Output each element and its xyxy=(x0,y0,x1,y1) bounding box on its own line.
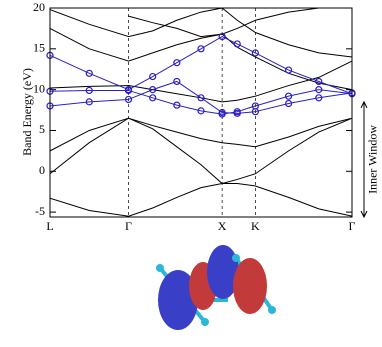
y-tick-label: 15 xyxy=(33,41,45,55)
plot-frame xyxy=(49,7,353,218)
atom xyxy=(232,254,240,262)
band-marker xyxy=(85,86,93,95)
band-marker xyxy=(197,94,205,102)
y-tick-label: 10 xyxy=(33,81,45,95)
band-marker xyxy=(284,66,293,74)
band-marker xyxy=(251,108,259,116)
band-line xyxy=(50,8,352,58)
band-marker xyxy=(218,32,226,41)
x-tick-label: K xyxy=(251,219,260,233)
band-line xyxy=(50,89,352,115)
band-marker xyxy=(315,94,323,102)
band-marker xyxy=(218,108,226,117)
x-tick-label: Γ xyxy=(349,219,356,233)
band-marker xyxy=(251,49,259,57)
band-line xyxy=(50,60,352,103)
band-line xyxy=(50,183,352,217)
band-marker xyxy=(85,98,93,106)
band-marker xyxy=(173,101,181,109)
y-tick-label: 5 xyxy=(39,122,45,136)
band-line xyxy=(50,27,352,91)
orbital-picture xyxy=(156,245,276,330)
band-line xyxy=(50,117,352,152)
y-tick-label: -5 xyxy=(35,204,45,218)
band-line xyxy=(50,80,352,114)
band-line xyxy=(128,8,319,38)
x-tick-label: Γ xyxy=(125,219,132,233)
band-marker xyxy=(124,86,133,95)
atom xyxy=(156,264,164,272)
band-marker xyxy=(284,99,293,108)
lobe xyxy=(207,245,239,299)
band-marker xyxy=(124,95,133,104)
band-marker xyxy=(315,86,323,94)
band-line xyxy=(50,117,352,185)
y-tick-label: 20 xyxy=(33,0,45,14)
x-tick-label: L xyxy=(46,219,53,233)
band-marker xyxy=(149,94,157,102)
band-marker xyxy=(315,77,323,86)
band-marker xyxy=(85,69,93,77)
y-axis-label: Band Energy (eV) xyxy=(20,68,34,156)
lobe xyxy=(158,270,198,330)
band-marker xyxy=(197,107,205,115)
band-marker xyxy=(173,77,181,86)
atom xyxy=(268,306,276,314)
band-marker xyxy=(173,59,181,67)
band-line xyxy=(50,36,352,95)
lobe xyxy=(233,258,267,314)
band-marker xyxy=(197,45,205,53)
x-tick-label: X xyxy=(218,219,227,233)
band-marker xyxy=(233,40,241,48)
y-tick-label: 0 xyxy=(39,163,45,177)
atom xyxy=(201,318,209,326)
arrow-head xyxy=(360,100,368,109)
arrow-head xyxy=(360,210,368,219)
band-marker xyxy=(149,72,157,81)
annotation-label: Inner Window xyxy=(366,125,380,194)
band-marker xyxy=(149,86,157,94)
band-marker xyxy=(284,92,293,100)
band-marker xyxy=(233,109,241,117)
